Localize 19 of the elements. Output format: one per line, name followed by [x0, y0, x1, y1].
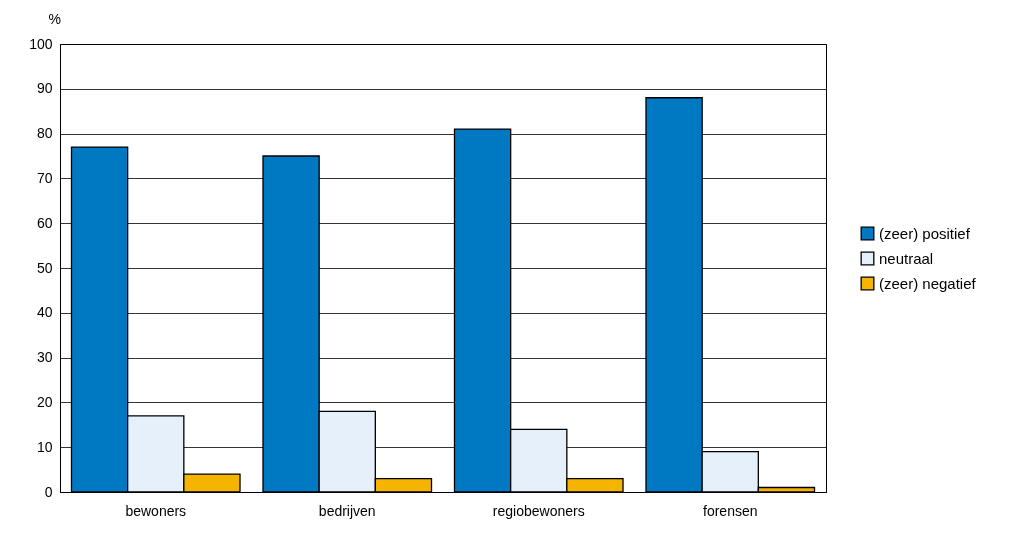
legend-label: (zeer) negatief [879, 274, 977, 292]
x-tick-label: regiobewoners [492, 502, 585, 519]
x-tick-label: bedrijven [318, 502, 376, 519]
y-tick-label: 90 [36, 80, 53, 97]
y-tick-label: 70 [36, 169, 53, 186]
y-tick-label: 100 [29, 35, 53, 52]
legend-label: neutraal [879, 249, 934, 267]
y-tick-label: 0 [44, 483, 53, 500]
y-tick-label: 80 [36, 125, 53, 142]
y-tick-label: 10 [36, 438, 53, 455]
y-tick-label: 40 [36, 304, 53, 321]
x-tick-label: forensen [703, 502, 758, 519]
y-axis-title: % [48, 10, 61, 27]
x-tick-label: bewoners [125, 502, 187, 519]
legend-label: (zeer) positief [879, 224, 971, 242]
y-tick-label: 30 [36, 349, 53, 366]
y-tick-label: 20 [36, 393, 53, 410]
y-tick-label: 50 [36, 259, 53, 276]
y-tick-label: 60 [36, 214, 53, 231]
